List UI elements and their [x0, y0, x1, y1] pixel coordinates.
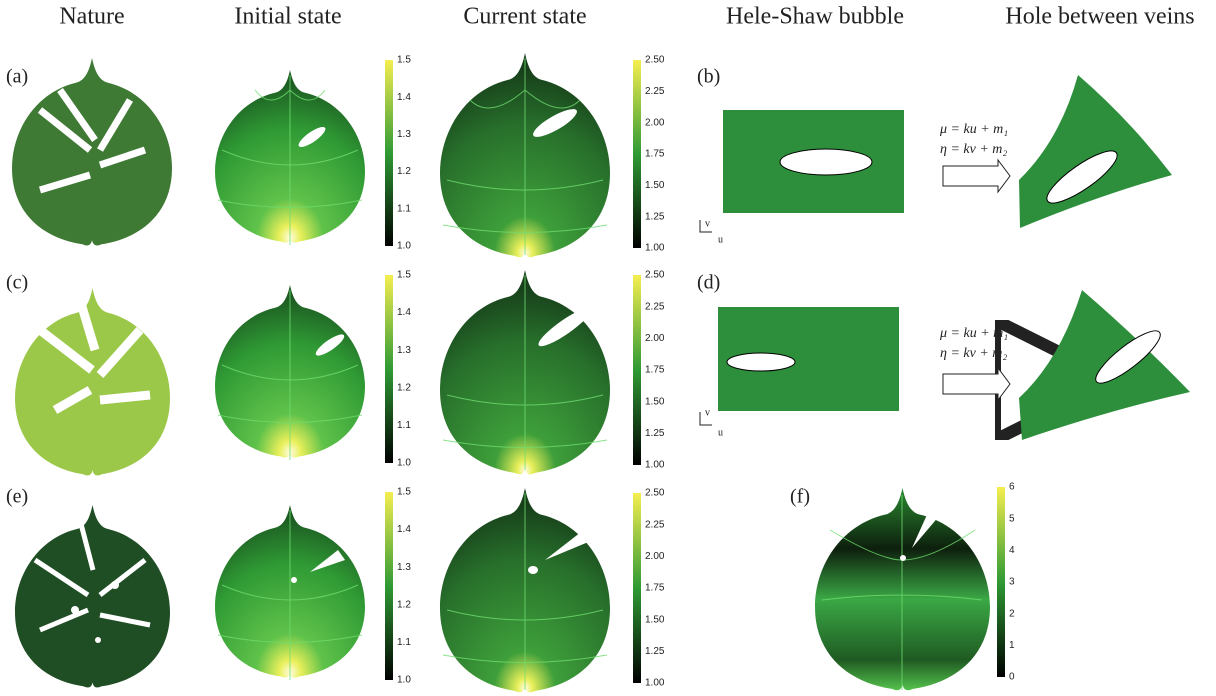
initial-leaf — [215, 70, 365, 680]
colorbar-tick-label: 6 — [1009, 482, 1015, 493]
column-header: Nature — [59, 4, 124, 30]
colorbar-tick-label: 1.4 — [397, 524, 411, 535]
panel-label: (d) — [697, 272, 720, 294]
colorbar-tick-label: 1.50 — [645, 396, 665, 407]
axis-label: u — [718, 234, 723, 245]
colorbar-tick-label: 1.75 — [645, 149, 665, 160]
colorbar-tick-label: 1.75 — [645, 365, 665, 376]
panel-label: (c) — [6, 272, 28, 294]
colorbar-tick-label: 4 — [1009, 545, 1015, 556]
column-header: Current state — [463, 4, 586, 30]
equation: η = kv + m₂ — [940, 142, 1007, 157]
colorbar-tick-label: 1.00 — [645, 678, 665, 689]
colorbar-tick-label: 1.50 — [645, 614, 665, 625]
colorbar-tick-label: 1.1 — [397, 637, 411, 648]
equation: η = kv + m₂ — [940, 346, 1007, 361]
figure: Nature Initial state Current state Hele-… — [0, 0, 1216, 696]
axis-label: u — [718, 427, 723, 438]
equation: μ = ku + m₁ — [939, 326, 1008, 341]
colorbar-tick-label: 1.0 — [397, 675, 411, 686]
column-header: Hele-Shaw bubble — [726, 4, 904, 30]
panel-label: (e) — [6, 486, 28, 508]
colorbar-tick-label: 1.25 — [645, 211, 665, 222]
panel-label: (f) — [790, 486, 810, 508]
colorbar-tick-label: 1.4 — [397, 92, 411, 103]
colorbar-tick-label: 2.50 — [645, 55, 665, 66]
colorbar-tick-label: 2 — [1009, 608, 1015, 619]
colorbar-tick-label: 1.2 — [397, 166, 411, 177]
colorbar-tick-label: 1 — [1009, 640, 1015, 651]
axis-label: v — [705, 218, 710, 229]
panel-label: (b) — [697, 66, 720, 88]
colorbar-tick-label: 1.00 — [645, 460, 665, 471]
colorbar-tick-label: 1.0 — [397, 241, 411, 252]
colorbar-tick-label: 2.00 — [645, 333, 665, 344]
colorbar-tick-label: 1.50 — [645, 180, 665, 191]
equation: μ = ku + m₁ — [939, 122, 1008, 137]
nature-leaf — [12, 58, 172, 688]
colorbar-tick-label: 1.25 — [645, 646, 665, 657]
colorbar-tick-label: 2.50 — [645, 270, 665, 281]
column-header: Hole between veins — [1005, 4, 1194, 30]
column-header: Initial state — [234, 4, 341, 30]
colorbar-tick-label: 1.25 — [645, 428, 665, 439]
leaf-f — [815, 488, 990, 690]
colorbar-tick-label: 1.75 — [645, 583, 665, 594]
colorbar-tick-label: 5 — [1009, 513, 1015, 524]
colorbar-tick-label: 1.2 — [397, 382, 411, 393]
colorbar-tick-label: 1.0 — [397, 458, 411, 469]
colorbar-tick-label: 3 — [1009, 577, 1015, 588]
colorbar-tick-label: 2.50 — [645, 488, 665, 499]
colorbar-tick-label: 1.5 — [397, 270, 411, 281]
colorbar-tick-label: 2.25 — [645, 519, 665, 530]
colorbar-tick-label: 1.3 — [397, 129, 411, 140]
colorbar-tick-label: 1.1 — [397, 420, 411, 431]
colorbar-tick-label: 1.2 — [397, 599, 411, 610]
colorbar-tick-label: 0 — [1009, 672, 1015, 683]
colorbar-tick-label: 2.25 — [645, 301, 665, 312]
colorbar-tick-label: 1.5 — [397, 55, 411, 66]
colorbar-tick-label: 2.00 — [645, 551, 665, 562]
colorbar-tick-label: 2.25 — [645, 86, 665, 97]
colorbar-tick-label: 1.1 — [397, 203, 411, 214]
colorbar-tick-label: 1.4 — [397, 307, 411, 318]
colorbar-tick-label: 1.00 — [645, 243, 665, 254]
colorbar-tick-label: 1.3 — [397, 345, 411, 356]
colorbar-tick-label: 1.3 — [397, 562, 411, 573]
colorbar-tick-label: 1.5 — [397, 487, 411, 498]
colorbar-tick-label: 2.00 — [645, 117, 665, 128]
current-leaf — [440, 53, 610, 692]
panel-label: (a) — [6, 66, 28, 88]
axis-label: v — [705, 407, 710, 418]
